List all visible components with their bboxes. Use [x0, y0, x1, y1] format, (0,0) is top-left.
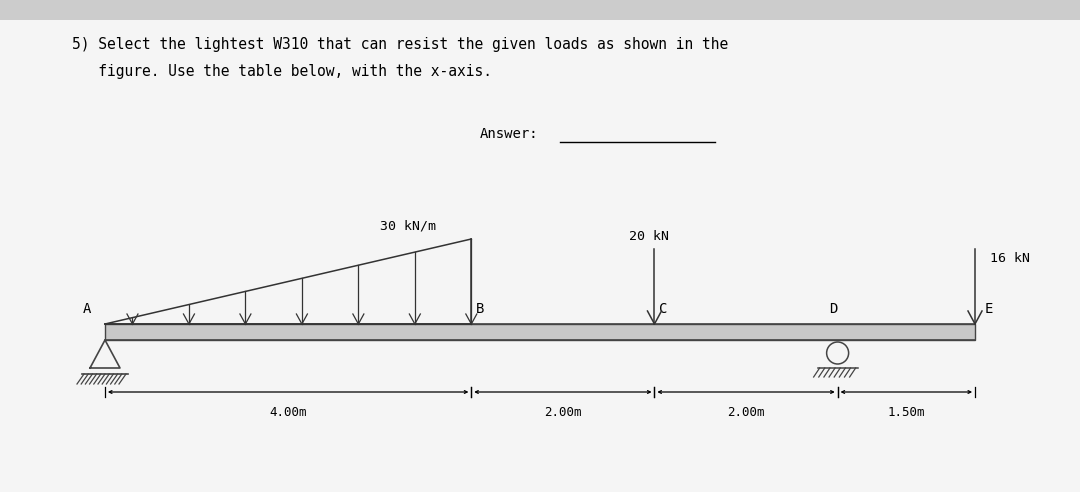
Text: 2.00m: 2.00m [544, 406, 582, 419]
Bar [0, 0, 1080, 20]
Text: B: B [476, 302, 485, 316]
Text: 2.00m: 2.00m [727, 406, 765, 419]
Text: 30 kN/m: 30 kN/m [380, 219, 436, 232]
Text: 20 kN: 20 kN [630, 230, 670, 243]
Text: Answer:: Answer: [480, 127, 539, 141]
Text: C: C [660, 302, 667, 316]
Text: 5) Select the lightest W310 that can resist the given loads as shown in the: 5) Select the lightest W310 that can res… [72, 37, 728, 52]
Text: 4.00m: 4.00m [269, 406, 307, 419]
Text: E: E [985, 302, 994, 316]
Text: figure. Use the table below, with the x-axis.: figure. Use the table below, with the x-… [72, 64, 492, 79]
Bar [105, 324, 975, 340]
Text: D: D [829, 302, 838, 316]
Text: A: A [83, 302, 91, 316]
Text: 1.50m: 1.50m [888, 406, 926, 419]
Text: 16 kN: 16 kN [990, 252, 1030, 266]
